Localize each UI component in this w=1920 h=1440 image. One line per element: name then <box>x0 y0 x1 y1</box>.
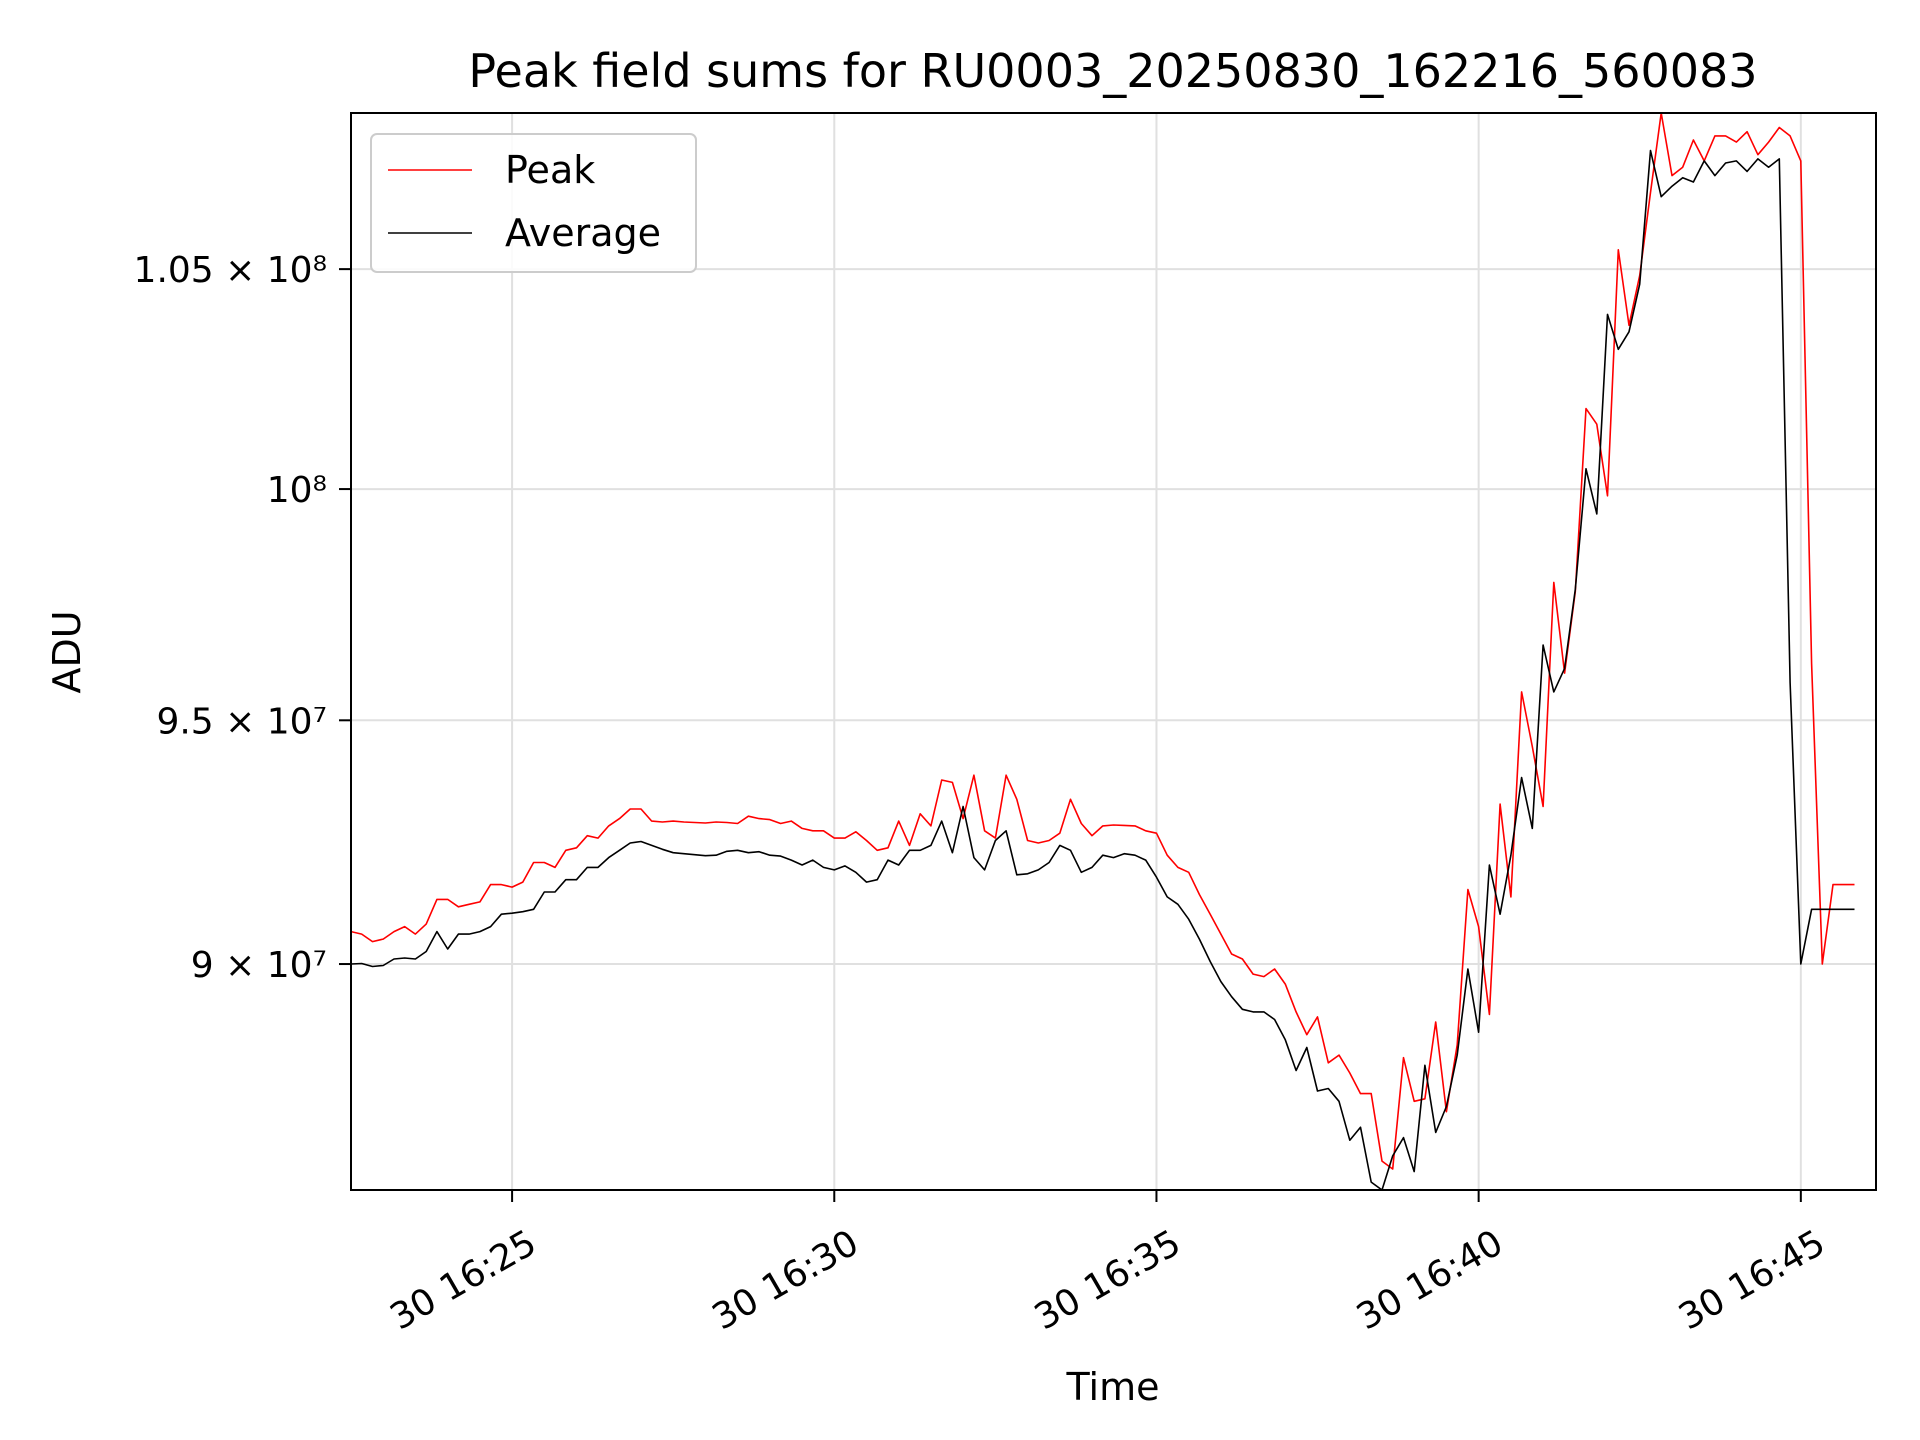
y-tick-label: 1.05 × 10⁸ <box>134 250 327 291</box>
x-axis-label: Time <box>1066 1365 1160 1409</box>
legend: Peak Average <box>370 133 697 273</box>
series-line-average <box>351 149 1855 1190</box>
y-axis-label: ADU <box>45 610 89 693</box>
legend-label-peak: Peak <box>505 148 595 192</box>
series-layer <box>351 113 1855 1190</box>
y-tick-label: 9 × 10⁷ <box>191 945 327 986</box>
y-tick-label: 9.5 × 10⁷ <box>156 701 327 742</box>
series-line-peak <box>351 113 1855 1170</box>
y-tick-label: 10⁸ <box>267 470 327 511</box>
chart-title: Peak field sums for RU0003_20250830_1622… <box>468 44 1757 98</box>
legend-label-average: Average <box>505 211 661 255</box>
plot-frame <box>350 112 1877 1191</box>
legend-box <box>370 133 697 273</box>
